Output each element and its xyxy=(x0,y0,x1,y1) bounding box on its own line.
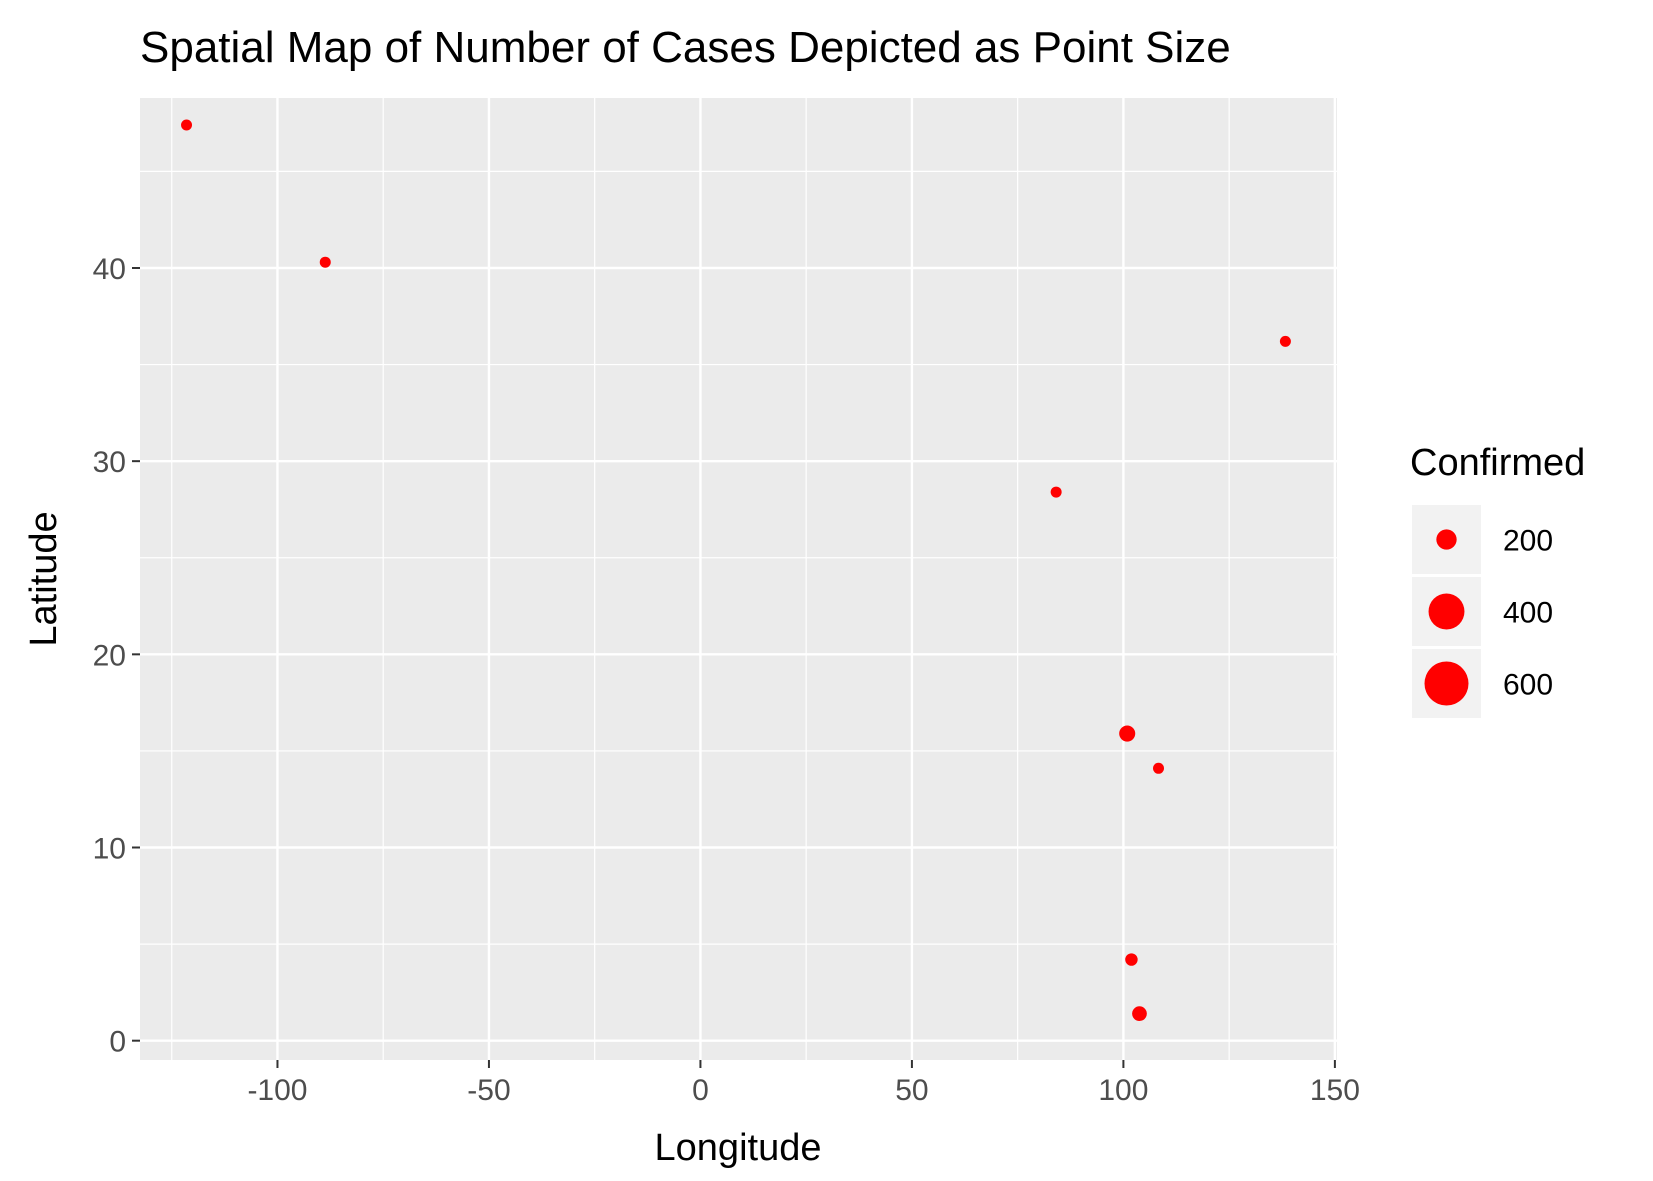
data-point xyxy=(1125,953,1138,966)
grid-minor xyxy=(140,98,1337,1060)
x-tick-label: -100 xyxy=(247,1074,307,1107)
x-tick-label: 0 xyxy=(692,1074,709,1107)
legend-entries: 200 400 600 xyxy=(1412,505,1553,718)
y-axis-title: Latitude xyxy=(23,511,65,646)
x-axis-ticks: -100 -50 0 50 100 150 xyxy=(247,1060,1360,1107)
data-point xyxy=(319,256,331,268)
data-point xyxy=(181,119,193,131)
x-tick-label: 150 xyxy=(1310,1074,1360,1107)
legend-key-point xyxy=(1424,661,1469,706)
y-tick-label: 30 xyxy=(93,446,126,479)
legend-title: Confirmed xyxy=(1410,442,1585,484)
y-tick-label: 10 xyxy=(93,833,126,866)
y-axis-ticks: 0 10 20 30 40 xyxy=(93,253,140,1059)
x-tick-label: -50 xyxy=(467,1074,510,1107)
data-point xyxy=(1119,725,1136,742)
grid-major xyxy=(140,98,1337,1060)
plot-panel xyxy=(140,98,1337,1060)
data-point xyxy=(1153,762,1165,774)
legend-label: 600 xyxy=(1503,669,1553,702)
legend-label: 200 xyxy=(1503,525,1553,558)
y-tick-label: 20 xyxy=(93,639,126,672)
y-tick-label: 0 xyxy=(109,1026,126,1059)
data-point xyxy=(1279,335,1291,347)
x-axis-title: Longitude xyxy=(655,1127,822,1169)
legend-key-point xyxy=(1436,529,1457,550)
y-tick-label: 40 xyxy=(93,253,126,286)
x-tick-label: 100 xyxy=(1098,1074,1148,1107)
legend-label: 400 xyxy=(1503,597,1553,630)
legend-key-point xyxy=(1428,593,1465,630)
data-point xyxy=(1050,486,1062,498)
data-points xyxy=(181,119,1291,1021)
x-tick-label: 50 xyxy=(895,1074,928,1107)
legend: Confirmed 200 400 600 xyxy=(1410,442,1585,718)
data-point xyxy=(1132,1006,1147,1021)
chart-title: Spatial Map of Number of Cases Depicted … xyxy=(140,23,1231,72)
